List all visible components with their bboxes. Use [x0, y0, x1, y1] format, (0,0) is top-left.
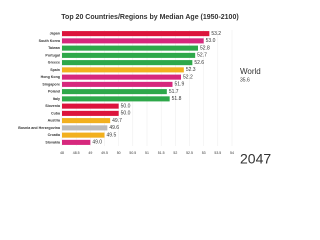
y-tick-label: Cuba: [51, 111, 61, 115]
x-tick-label: 51.5: [158, 151, 165, 155]
bar: [62, 38, 204, 44]
value-label: 53.0: [206, 38, 216, 44]
bar: [62, 31, 210, 37]
value-label: 51.8: [172, 96, 182, 102]
x-tick-label: 53.5: [214, 151, 221, 155]
y-tick-label: Spain: [50, 68, 60, 72]
y-tick-label: Singapore: [42, 82, 60, 86]
y-tick-label: Bosnia and Herzegovina: [18, 126, 61, 130]
page: {"chart_data": { "type": "bar", "orienta…: [18, 13, 272, 167]
value-label: 49.6: [109, 125, 119, 131]
bar: [62, 60, 193, 66]
bar: [62, 45, 198, 51]
y-tick-label: South Korea: [39, 39, 61, 43]
bar: [62, 132, 105, 138]
bar: [62, 125, 108, 131]
bar: [62, 118, 111, 124]
y-tick-label: Hong Kong: [41, 75, 60, 79]
y-tick-label: Austria: [48, 119, 61, 123]
x-tick-label: 53: [202, 151, 206, 155]
x-tick-label: 52.5: [186, 151, 193, 155]
x-tick-label: 51: [145, 151, 149, 155]
y-tick-label: Italy: [53, 97, 60, 101]
y-tick-label: Greece: [48, 61, 60, 65]
value-label: 50.0: [121, 103, 131, 109]
x-tick-label: 48: [60, 151, 64, 155]
bar: [62, 110, 119, 116]
bar: [62, 96, 170, 102]
value-label: 49.5: [107, 132, 117, 138]
value-label: 52.2: [183, 74, 193, 80]
value-label: 52.7: [197, 53, 207, 59]
value-label: 50.0: [121, 111, 131, 117]
x-tick-label: 49: [88, 151, 92, 155]
side-label: World: [240, 67, 261, 76]
x-tick-label: 52: [173, 151, 177, 155]
x-tick-label: 50: [117, 151, 121, 155]
bar: [62, 81, 173, 87]
chart: Top 20 Countries/Regions by Median Age (…: [18, 14, 271, 167]
y-tick-label: Poland: [48, 90, 60, 94]
y-tick-label: Taiwan: [48, 46, 60, 50]
side-value: 35.6: [240, 77, 250, 83]
year: 2047: [240, 151, 271, 167]
value-label: 49.0: [92, 140, 102, 146]
value-label: 53.2: [211, 31, 221, 37]
value-label: 52.3: [186, 67, 196, 73]
y-tick-label: Portugal: [45, 53, 60, 57]
value-label: 49.7: [112, 118, 122, 124]
y-tick-label: Slovakia: [45, 140, 61, 144]
bar: [62, 139, 91, 145]
bar: [62, 74, 181, 80]
x-tick-label: 48.5: [73, 151, 80, 155]
bar: [62, 52, 196, 58]
chart-title: Top 20 Countries/Regions by Median Age (…: [61, 14, 238, 21]
bar: [62, 89, 167, 95]
y-tick-label: Japan: [50, 32, 60, 36]
bar: [62, 67, 184, 73]
x-tick-label: 54: [230, 151, 234, 155]
value-label: 51.9: [175, 82, 185, 88]
y-tick-label: Slovenia: [45, 104, 61, 108]
value-label: 51.7: [169, 89, 179, 95]
value-label: 52.8: [200, 45, 210, 51]
bar: [62, 103, 119, 109]
y-tick-label: Croatia: [48, 133, 61, 137]
x-tick-label: 50.5: [129, 151, 136, 155]
value-label: 52.6: [194, 60, 204, 66]
x-tick-label: 49.5: [101, 151, 108, 155]
